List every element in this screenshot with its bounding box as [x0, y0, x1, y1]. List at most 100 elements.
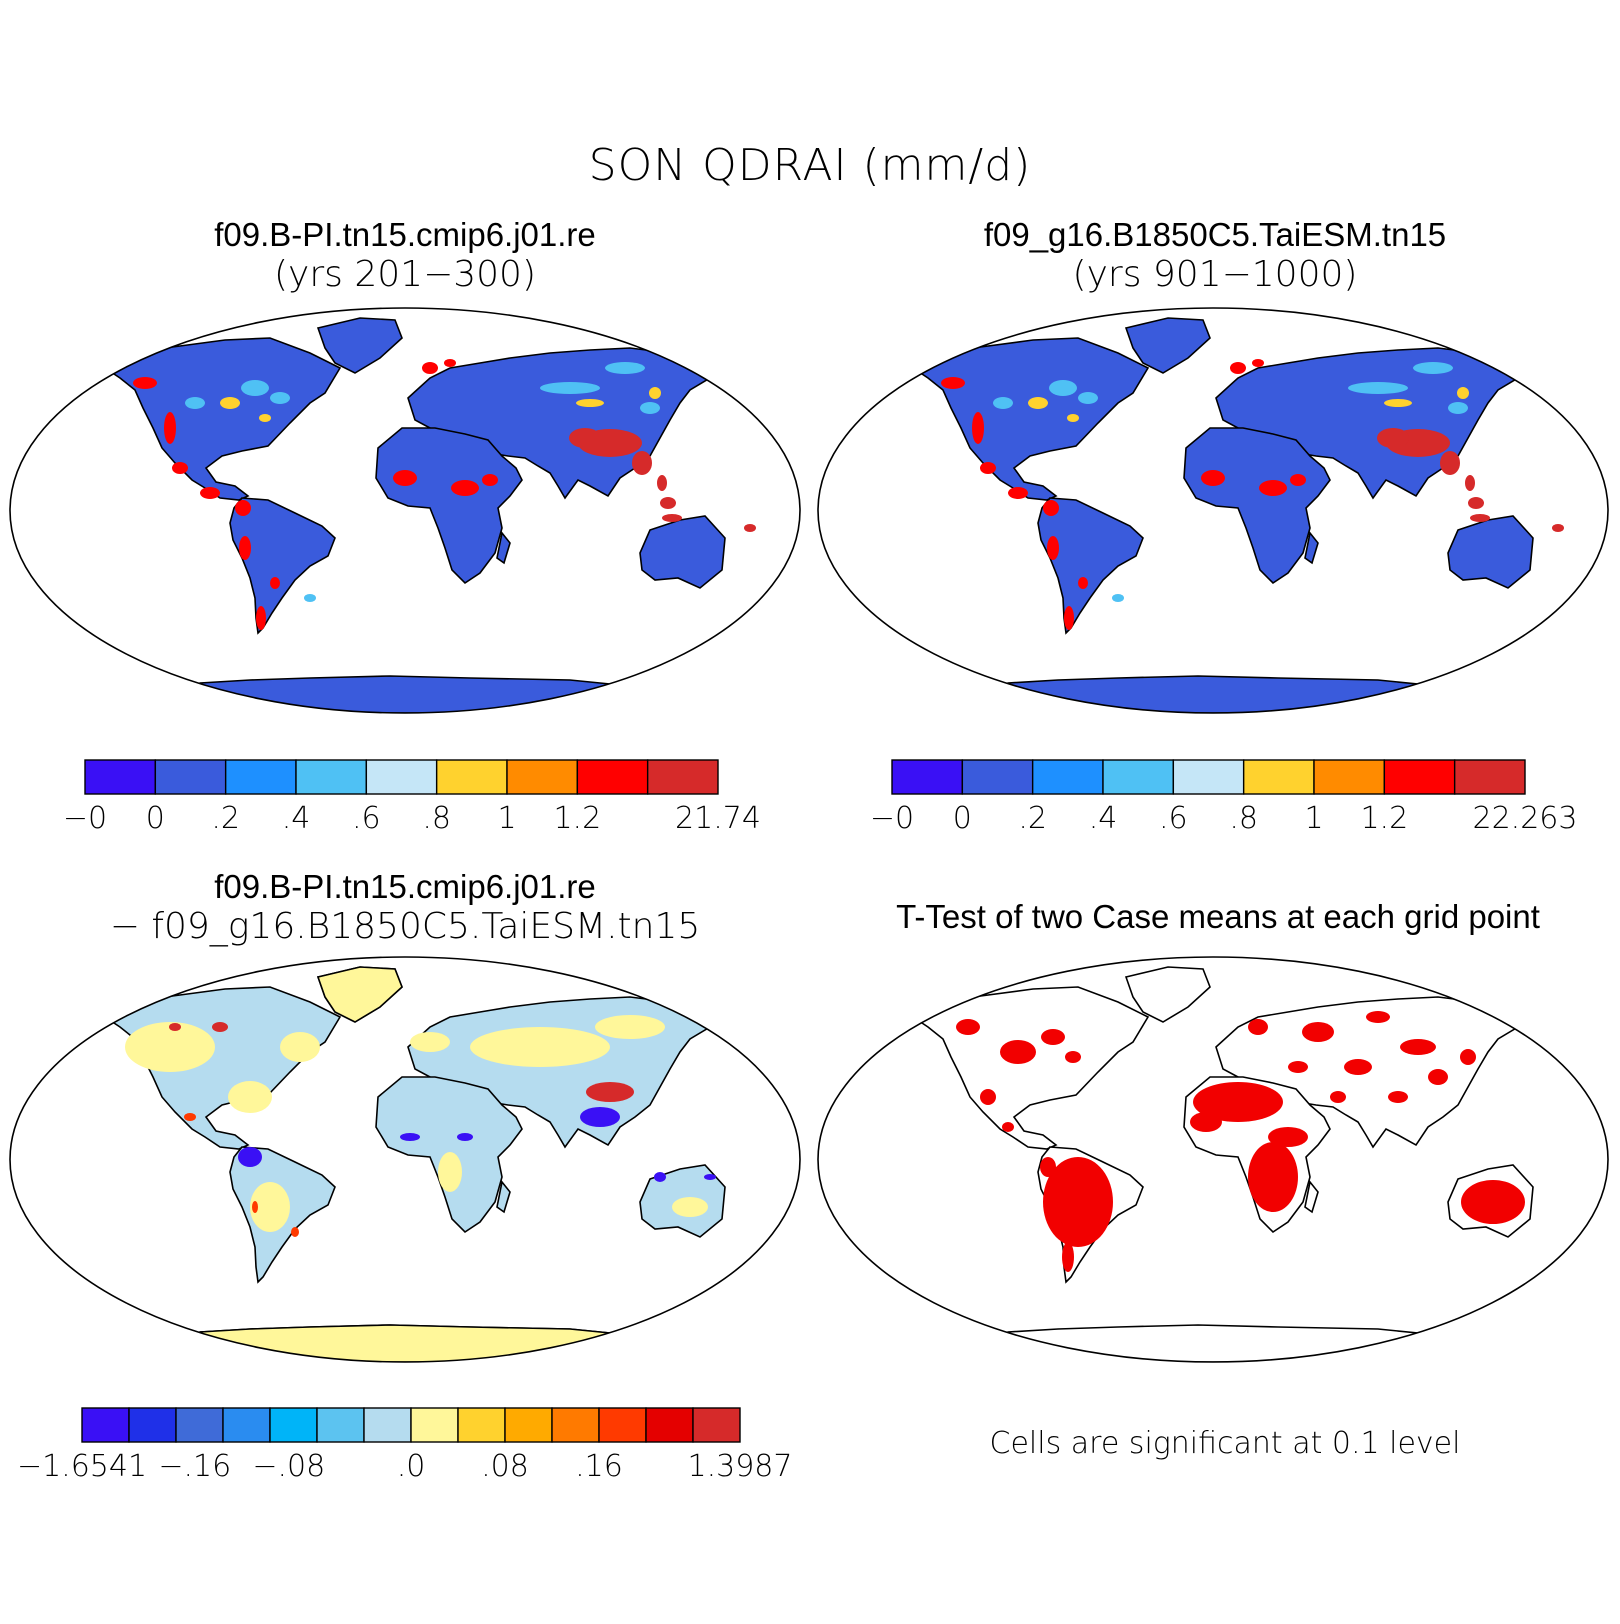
moderate-runoff	[993, 397, 1013, 409]
colorbar-tick-label: .08	[481, 1449, 529, 1484]
colorbar-bin	[645, 1407, 694, 1443]
high-runoff	[980, 462, 996, 474]
moderate-runoff	[185, 397, 205, 409]
colorbar-diff: −1.6541 −.16 −.08 .0 .08 .16 1.3987	[17, 1407, 792, 1484]
panel-title-ttest: T-Test of two Case means at each grid po…	[896, 898, 1540, 935]
colorbar-tick-label: 1.2	[553, 801, 601, 836]
high-runoff	[1064, 606, 1074, 630]
colorbar-tick-label: −0	[870, 801, 914, 836]
colorbar-bin	[222, 1407, 271, 1443]
slight-positive	[228, 1081, 272, 1113]
moderate-runoff	[1112, 594, 1124, 602]
t-sig-africa	[1193, 1082, 1283, 1122]
colorbar-tick-label: 1	[497, 801, 516, 836]
slight-positive	[125, 1022, 215, 1072]
slight-positive	[672, 1197, 708, 1217]
map-ttest	[817, 956, 1609, 1363]
colorbar-bin	[81, 1407, 130, 1443]
colorbar-bin	[891, 759, 964, 795]
t-sig-africa	[1190, 1112, 1222, 1132]
antarctica-diff	[158, 1324, 662, 1362]
map-abs	[817, 307, 1609, 714]
colorbar-tick-label: −.08	[252, 1449, 325, 1484]
t-sig-eurasia	[1248, 1019, 1268, 1035]
t-sig-north-america	[980, 1089, 996, 1105]
medium-runoff	[1384, 399, 1412, 407]
t-sig-australia	[1461, 1180, 1525, 1224]
panel-title-diff: f09.B-PI.tn15.cmip6.j01.re	[214, 868, 596, 905]
map-border	[817, 307, 1609, 714]
strong-negative	[580, 1107, 620, 1127]
colorbar-bin	[295, 759, 368, 795]
t-sig-eurasia	[1330, 1091, 1346, 1103]
t-sig-eurasia	[1302, 1022, 1334, 1042]
map-border	[9, 307, 801, 714]
slight-positive	[438, 1152, 462, 1192]
moderate-runoff	[1448, 402, 1468, 414]
strong-negative	[457, 1133, 473, 1141]
colorbar-tick-label: 1.2	[1360, 801, 1408, 836]
colorbar-tick-label: 0	[146, 801, 165, 836]
very-high-runoff	[632, 451, 652, 475]
t-sig-eurasia	[1366, 1011, 1390, 1023]
high-runoff	[133, 377, 157, 389]
colorbar-bin	[410, 1407, 459, 1443]
moderate-runoff	[1078, 392, 1098, 404]
t-sig-eurasia	[1428, 1069, 1448, 1085]
colorbar-case2: −0 0 .2 .4 .6 .8 1 1.2 22.263	[870, 759, 1578, 836]
very-high-runoff	[1377, 428, 1409, 448]
greenland-diff	[316, 966, 403, 1023]
colorbar-bin	[224, 759, 297, 795]
very-high-runoff	[1465, 475, 1475, 491]
high-runoff	[1047, 536, 1059, 560]
slight-positive	[410, 1032, 450, 1052]
colorbar-tick-label: .4	[282, 801, 311, 836]
high-runoff	[422, 362, 438, 374]
t-sig-eurasia	[1344, 1059, 1372, 1075]
t-sig-africa	[1268, 1127, 1308, 1147]
colorbar-bin	[1242, 759, 1315, 795]
medium-runoff	[220, 397, 240, 409]
colorbar-bin	[646, 759, 719, 795]
colorbar-bin	[692, 1407, 741, 1443]
panel-subtitle-case1: (yrs 201−300)	[274, 254, 536, 295]
positive	[184, 1113, 196, 1121]
colorbar-bin	[435, 759, 508, 795]
moderate-runoff	[304, 594, 316, 602]
high-runoff	[200, 487, 220, 499]
moderate-runoff	[241, 380, 269, 396]
strong-negative	[400, 1133, 420, 1141]
high-runoff	[1230, 362, 1246, 374]
map-diff	[9, 956, 801, 1363]
medium-runoff	[1457, 387, 1469, 399]
colorbar-tick-label: .8	[422, 801, 451, 836]
colorbar-tick-label: .4	[1089, 801, 1118, 836]
colorbar-bin	[576, 759, 649, 795]
high-runoff	[451, 480, 479, 496]
colorbar-bin	[598, 1407, 647, 1443]
strong-positive	[169, 1023, 181, 1031]
colorbar-tick-label: 22.263	[1473, 801, 1578, 836]
colorbar-bin	[128, 1407, 177, 1443]
strong-positive	[212, 1022, 228, 1032]
colorbar-tick-label: 21.74	[675, 801, 761, 836]
t-sig-eurasia	[1400, 1039, 1436, 1055]
ttest-footnote: Cells are significant at 0.1 level	[990, 1426, 1461, 1461]
t-sig-north-america	[1000, 1040, 1036, 1064]
colorbar-bin	[1383, 759, 1456, 795]
high-runoff	[393, 470, 417, 486]
very-high-runoff	[660, 497, 676, 509]
t-sig-south-america	[1040, 1157, 1056, 1177]
high-runoff	[941, 377, 965, 389]
colorbar-tick-label: .16	[575, 1449, 623, 1484]
colorbar-bin	[504, 1407, 553, 1443]
colorbar-tick-label: .6	[1159, 801, 1188, 836]
high-runoff	[1201, 470, 1225, 486]
colorbar-tick-label: −.16	[158, 1449, 231, 1484]
panel-title-case1: f09.B-PI.tn15.cmip6.j01.re	[214, 216, 596, 253]
slight-positive	[470, 1027, 610, 1067]
colorbar-bin	[1313, 759, 1386, 795]
strong-negative	[654, 1172, 666, 1182]
moderate-runoff	[540, 382, 600, 394]
colorbar-bin	[551, 1407, 600, 1443]
